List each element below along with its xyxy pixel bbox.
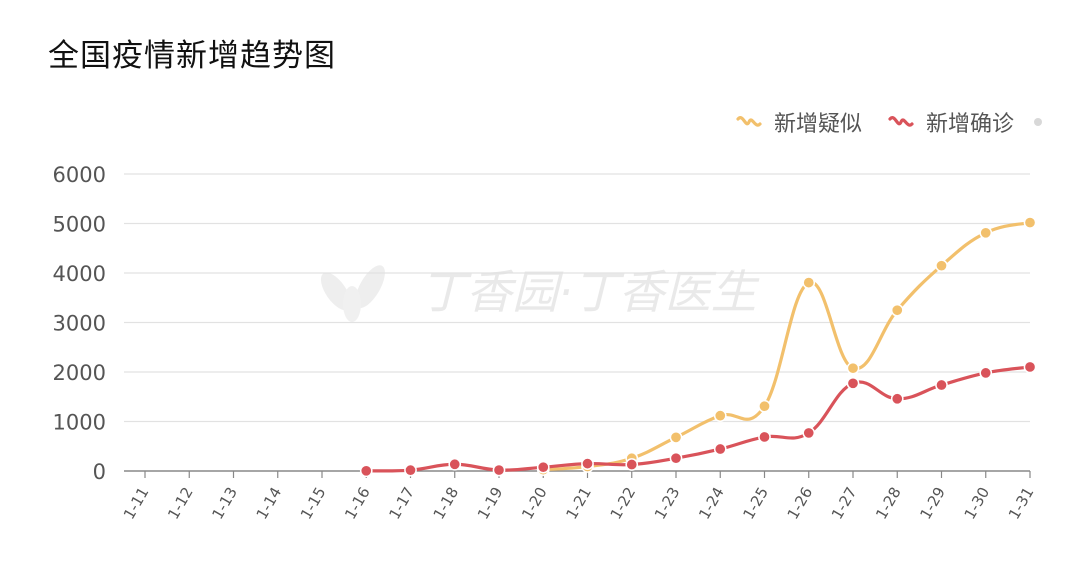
x-tick-label: 1-27: [828, 484, 861, 522]
data-point-confirmed[interactable]: [802, 426, 816, 440]
watermark: 丁香园·丁香医生: [320, 265, 760, 322]
chart-legend: 新增疑似 新增确诊: [736, 106, 1042, 138]
data-point-confirmed[interactable]: [359, 464, 373, 478]
data-point-confirmed[interactable]: [669, 451, 683, 465]
data-point-confirmed[interactable]: [492, 463, 506, 477]
data-point-confirmed[interactable]: [404, 463, 417, 477]
data-point-confirmed[interactable]: [581, 457, 594, 470]
data-point-confirmed[interactable]: [448, 457, 462, 471]
data-point-suspected[interactable]: [802, 276, 816, 289]
legend-label-suspected: 新增疑似: [773, 112, 862, 137]
series-line-suspected: [541, 220, 1032, 472]
data-point-suspected[interactable]: [1023, 216, 1037, 229]
y-tick-label: 1000: [53, 411, 106, 435]
chart-title: 全国疫情新增趋势图: [48, 38, 336, 74]
wave-line-icon: [888, 116, 914, 127]
data-point-confirmed[interactable]: [758, 430, 771, 444]
x-tick-label: 1-28: [872, 484, 905, 522]
x-tick-label: 1-16: [341, 484, 374, 522]
data-point-suspected[interactable]: [669, 430, 683, 444]
x-tick-label: 1-22: [607, 484, 640, 522]
x-tick-label: 1-14: [253, 484, 286, 522]
y-tick-label: 6000: [53, 163, 106, 187]
y-tick-label: 5000: [53, 213, 106, 237]
data-point-confirmed[interactable]: [536, 460, 550, 474]
y-tick-label: 3000: [53, 312, 106, 336]
data-point-confirmed[interactable]: [890, 392, 904, 406]
data-point-suspected[interactable]: [890, 303, 904, 317]
x-tick-label: 1-24: [695, 484, 728, 522]
leaf-logo-icon: [320, 265, 385, 322]
y-tick-label: 0: [93, 460, 106, 484]
x-tick-label: 1-20: [518, 484, 551, 522]
data-point-suspected[interactable]: [979, 226, 993, 240]
series-line-confirmed: [364, 365, 1032, 473]
x-tick-label: 1-19: [474, 484, 507, 522]
x-tick-label: 1-31: [1005, 484, 1038, 522]
data-point-confirmed[interactable]: [1023, 360, 1037, 374]
legend-more-dot[interactable]: [1034, 118, 1042, 126]
y-tick-label: 4000: [53, 262, 106, 286]
data-point-confirmed[interactable]: [935, 378, 948, 392]
x-tick-label: 1-17: [385, 484, 418, 522]
legend-label-confirmed: 新增确诊: [925, 112, 1014, 137]
x-tick-label: 1-26: [784, 484, 817, 522]
x-tick-label: 1-18: [430, 484, 463, 522]
data-point-suspected[interactable]: [935, 259, 948, 273]
x-tick-label: 1-25: [739, 484, 772, 522]
data-point-confirmed[interactable]: [625, 458, 639, 471]
x-tick-label: 1-21: [562, 484, 595, 522]
data-point-suspected[interactable]: [713, 409, 727, 423]
wave-line-icon: [736, 116, 762, 127]
legend-item-confirmed[interactable]: 新增确诊: [888, 106, 1014, 138]
data-point-suspected[interactable]: [846, 361, 860, 375]
x-tick-label: 1-30: [961, 484, 994, 522]
x-tick-label: 1-13: [208, 484, 241, 522]
data-point-confirmed[interactable]: [713, 442, 727, 456]
y-tick-label: 2000: [53, 361, 106, 385]
data-point-confirmed[interactable]: [979, 366, 993, 380]
legend-item-suspected[interactable]: 新增疑似: [736, 106, 862, 138]
data-point-suspected[interactable]: [758, 399, 771, 413]
x-tick-label: 1-23: [651, 484, 684, 522]
x-tick-label: 1-15: [297, 484, 330, 522]
watermark-text: 丁香园·丁香医生: [420, 265, 760, 319]
x-tick-label: 1-11: [120, 484, 153, 522]
data-point-confirmed[interactable]: [846, 376, 860, 390]
x-tick-label: 1-29: [916, 484, 949, 522]
x-tick-label: 1-12: [164, 484, 197, 522]
